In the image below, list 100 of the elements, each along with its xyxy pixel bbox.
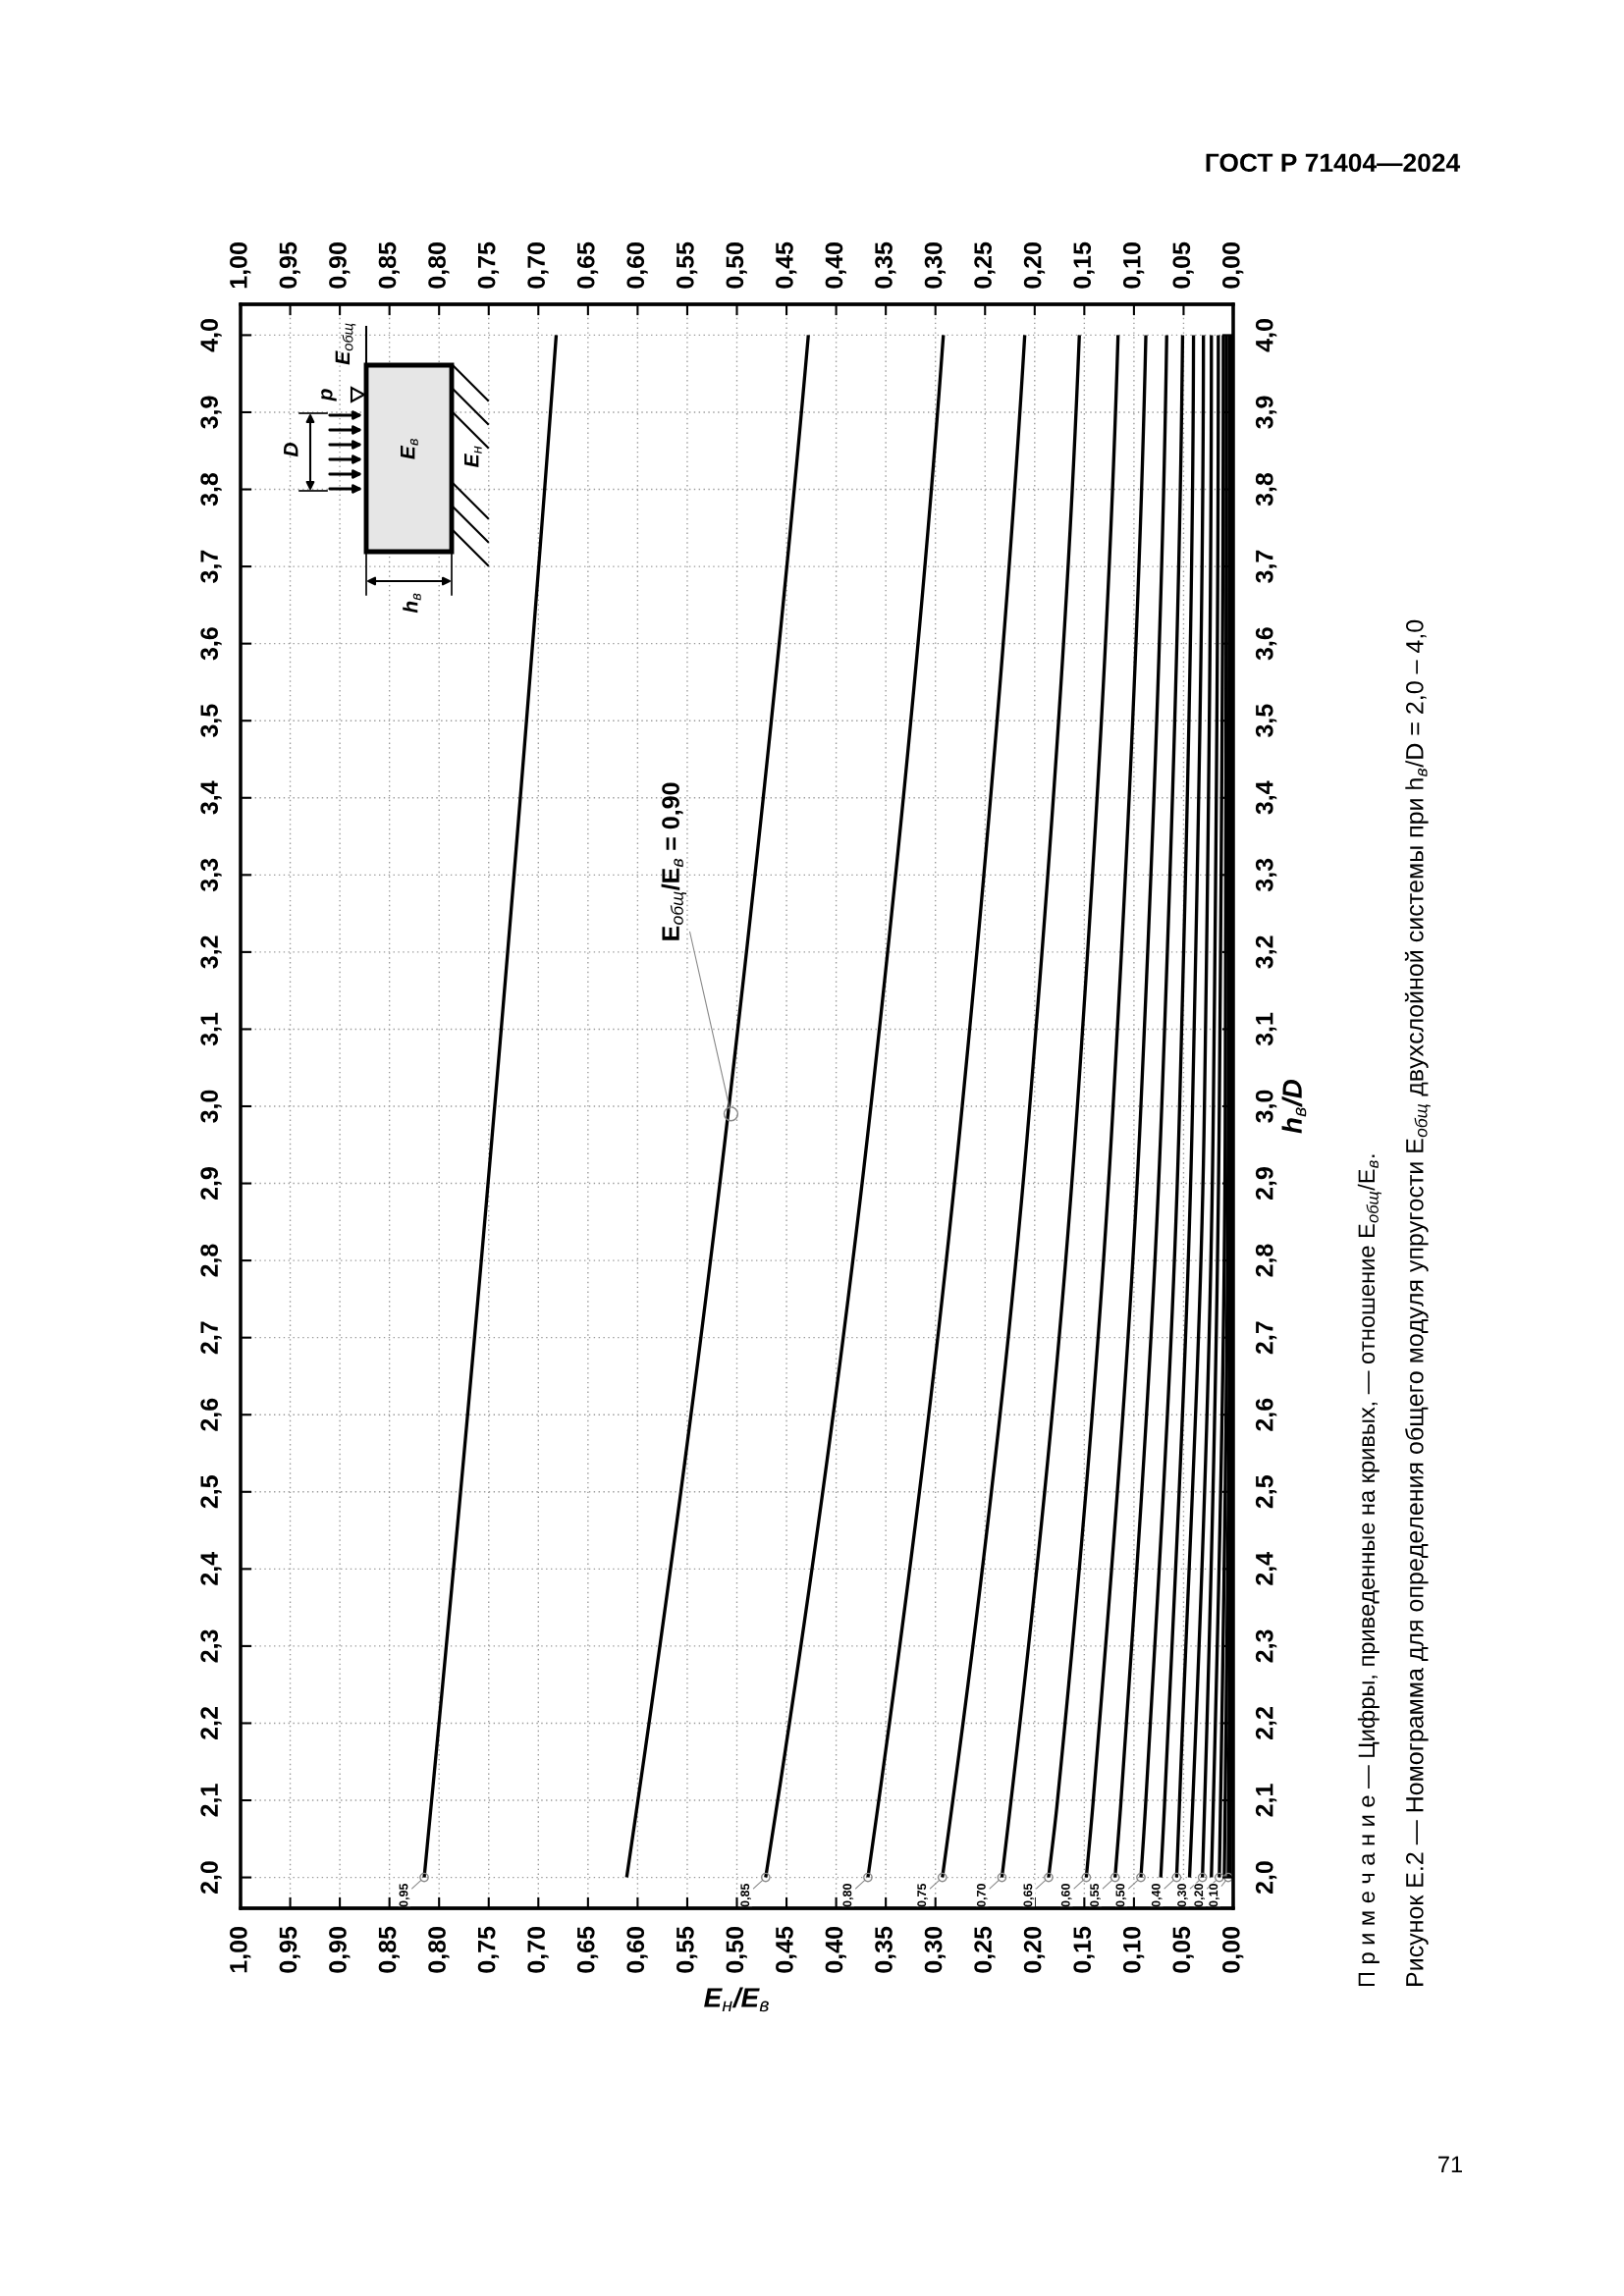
y2-tick-label: 2,1: [1255, 1784, 1277, 1817]
annotation: E$_{общ}$/E$_{в}$ = 0,90: [661, 782, 687, 940]
x-tick-label: 0,75: [477, 241, 500, 289]
text: П р и м е ч а н и е — Цифры, приведенные на кривых, — отношение E$_{общ}$/E$_{в}$.: [1357, 1154, 1381, 1987]
y2-tick-label: 3,1: [1255, 1012, 1277, 1046]
x-tick-label: 0,80: [428, 242, 450, 289]
annotation: 0,55: [1090, 1883, 1101, 1907]
y-tick-label: 4,0: [200, 319, 222, 352]
text: ГОСТ Р 71404—2024: [1206, 153, 1461, 173]
x-tick-label: 0,95: [279, 241, 300, 289]
annotation: 0,65: [1023, 1883, 1035, 1907]
y-tick-label: 3,4: [200, 780, 222, 815]
x2-tick-label: 0,80: [428, 1927, 450, 1973]
y-tick-label: 3,5: [200, 704, 222, 738]
y2-tick-label: 2,3: [1255, 1629, 1277, 1663]
x2-tick-label: 0,60: [626, 1927, 648, 1973]
y2-tick-label: 2,8: [1255, 1244, 1277, 1277]
y-tick-label: 3,6: [200, 627, 222, 661]
y-tick-label: 2,1: [200, 1784, 222, 1817]
y2-tick-label: 4,0: [1255, 319, 1277, 352]
x-axis-title: E$_{н}$/E$_{в}$: [704, 1987, 769, 2012]
y2-tick-label: 3,2: [1255, 935, 1277, 969]
x-tick-label: 0,90: [329, 242, 351, 289]
x2-tick-label: 0,55: [676, 1926, 698, 1973]
annotation: E$_{общ}$: [335, 323, 356, 365]
y-tick-label: 3,3: [200, 858, 222, 892]
y2-tick-label: 3,0: [1255, 1090, 1277, 1123]
y2-tick-label: 2,5: [1255, 1475, 1277, 1509]
y2-tick-label: 3,7: [1255, 550, 1277, 583]
x2-tick-label: 0,40: [825, 1927, 846, 1973]
x-tick-label: 0,10: [1122, 242, 1145, 289]
annotation: h$_{в}$: [403, 593, 421, 614]
annotation: 0,85: [740, 1883, 751, 1907]
annotation: 0,80: [842, 1884, 854, 1907]
x2-tick-label: 0,85: [378, 1926, 400, 1973]
x2-tick-label: 0,30: [924, 1927, 947, 1973]
x-tick-label: 0,60: [626, 242, 648, 289]
y-tick-label: 2,8: [200, 1244, 222, 1277]
y-tick-label: 3,7: [200, 550, 222, 583]
y-tick-label: 2,7: [200, 1321, 222, 1355]
x2-tick-label: 0,75: [477, 1926, 500, 1973]
annotation: E$_{н}$: [464, 446, 482, 467]
x-tick-label: 0,50: [726, 242, 747, 289]
annotation: 0,10: [1209, 1884, 1220, 1907]
x2-tick-label: 0,35: [875, 1926, 896, 1973]
y2-tick-label: 2,9: [1255, 1167, 1277, 1201]
y2-tick-label: 3,8: [1255, 472, 1277, 507]
y2-tick-label: 3,6: [1255, 627, 1277, 661]
y2-tick-label: 2,6: [1255, 1398, 1277, 1431]
y2-tick-label: 3,3: [1255, 858, 1277, 892]
annotation: 0,20: [1194, 1884, 1206, 1907]
x-tick-label: 0,20: [1023, 242, 1046, 289]
annotation: 0,50: [1115, 1884, 1127, 1907]
x2-tick-label: 0,05: [1172, 1926, 1194, 1973]
x2-tick-label: 0,65: [576, 1926, 599, 1973]
y-tick-label: 2,2: [200, 1707, 222, 1739]
x2-tick-label: 1,00: [230, 1927, 251, 1973]
x2-tick-label: 0,20: [1023, 1927, 1046, 1973]
x2-tick-label: 0,50: [726, 1927, 747, 1973]
y2-axis-title: h$_{в}$/D: [1281, 1079, 1307, 1134]
x2-tick-label: 0,25: [974, 1926, 996, 1973]
text: Рисунок Е.2 — Номограмма для определения общего модуля упругости E$_{общ}$ двухслойной системы при h$_{в}$/D = 2,0 – 4,0: [1404, 619, 1431, 1986]
y2-tick-label: 2,2: [1255, 1707, 1277, 1739]
y-tick-label: 2,4: [200, 1552, 222, 1585]
y2-tick-label: 3,4: [1255, 780, 1277, 815]
annotation: 0,75: [917, 1883, 928, 1907]
x-tick-label: 0,15: [1073, 241, 1095, 289]
x2-tick-label: 0,95: [279, 1926, 300, 1973]
annotation: 0,70: [976, 1884, 988, 1907]
y-tick-label: 2,6: [200, 1398, 222, 1431]
text: 71: [1438, 2156, 1462, 2173]
x2-tick-label: 0,90: [329, 1927, 351, 1973]
x2-tick-label: 0,00: [1222, 1927, 1244, 1973]
annotation: 0,95: [399, 1883, 410, 1907]
y-tick-label: 2,5: [200, 1475, 222, 1509]
y-tick-label: 2,9: [200, 1167, 222, 1201]
y-tick-label: 3,8: [200, 472, 222, 507]
y2-tick-label: 3,5: [1255, 704, 1277, 738]
annotation: p: [321, 389, 337, 401]
x-tick-label: 0,05: [1172, 241, 1194, 289]
annotation: 0,40: [1151, 1884, 1163, 1907]
x2-tick-label: 0,70: [527, 1927, 549, 1973]
y-tick-label: 3,9: [200, 396, 222, 429]
x2-tick-label: 0,15: [1073, 1926, 1095, 1973]
y-tick-label: 2,3: [200, 1629, 222, 1663]
annotation: E$_{в}$: [401, 438, 418, 459]
y2-tick-label: 3,9: [1255, 396, 1277, 429]
x-tick-label: 1,00: [230, 242, 251, 289]
y2-tick-label: 2,0: [1255, 1861, 1277, 1895]
annotation: 0,30: [1177, 1884, 1188, 1907]
x2-tick-label: 0,45: [776, 1926, 797, 1973]
x-tick-label: 0,55: [676, 241, 698, 289]
annotation: 0,60: [1060, 1884, 1072, 1907]
x-tick-label: 0,85: [378, 241, 400, 289]
y2-tick-label: 2,4: [1255, 1552, 1277, 1585]
y-tick-label: 3,2: [200, 935, 222, 969]
y-tick-label: 2,0: [200, 1861, 222, 1895]
x-tick-label: 0,00: [1222, 242, 1244, 289]
x-tick-label: 0,40: [825, 242, 846, 289]
x2-tick-label: 0,10: [1122, 1927, 1145, 1973]
